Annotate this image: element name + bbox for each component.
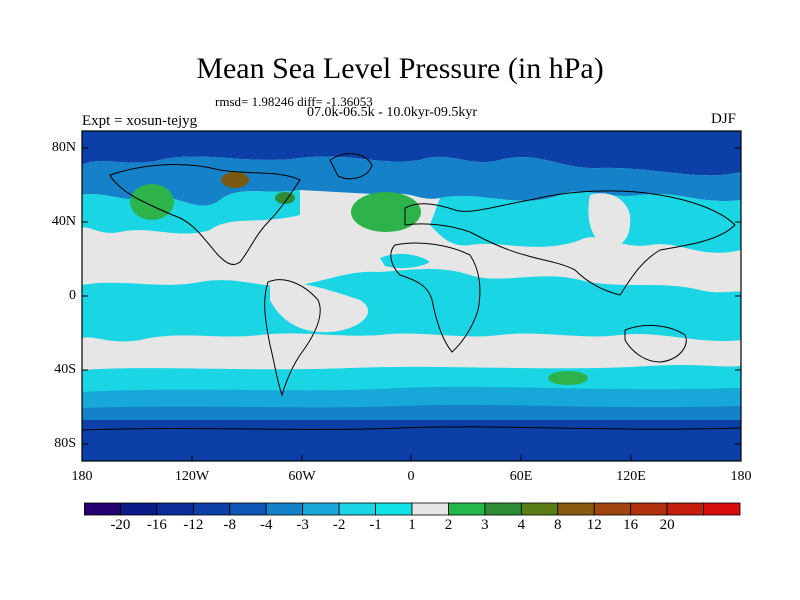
colorbar-swatch	[593, 502, 632, 516]
lat-label-80n: 80N	[51, 140, 76, 155]
colorbar-label: -12	[183, 517, 204, 533]
lat-label-80s: 80S	[54, 436, 76, 451]
colorbar-swatch	[448, 502, 486, 516]
lon-label-120w: 120W	[174, 469, 210, 484]
lat-label-0: 0	[69, 288, 76, 303]
positive-patch-north-atlantic	[351, 192, 421, 232]
colorbar-swatch	[84, 502, 121, 516]
colorbar-label: -2	[332, 517, 346, 533]
colorbar-swatch	[703, 502, 741, 516]
pressure-field	[82, 131, 741, 461]
colorbar-swatch	[120, 502, 158, 516]
lon-label-60e: 60E	[509, 469, 533, 484]
tropical-cyan-belt	[82, 268, 741, 342]
colorbar-swatch	[229, 502, 267, 516]
colorbar-label: -20	[110, 517, 131, 533]
colorbar-label: 12	[586, 517, 602, 533]
colorbar-label: 3	[481, 517, 489, 533]
colorbar-label: -16	[146, 517, 167, 533]
coastlines	[82, 153, 741, 431]
colorbar-label: 4	[517, 517, 526, 533]
colorbar-swatch	[375, 502, 413, 516]
lon-label-180w: 180	[71, 469, 93, 484]
colorbar-label: 2	[444, 517, 453, 533]
antarctic-band	[82, 420, 741, 461]
positive-patch-southern-ocean	[548, 371, 588, 385]
positive-patch-north-pacific	[130, 184, 174, 220]
colorbar-label: 20	[659, 517, 675, 533]
colorbar-swatch	[302, 502, 340, 516]
south-mid-band	[82, 404, 741, 425]
experiment-label: Expt = xosun-tejyg	[82, 113, 198, 129]
colorbar-swatch	[156, 502, 194, 516]
colorbar-swatch	[666, 502, 704, 516]
colorbar-label: 1	[408, 517, 416, 533]
lon-label-60w: 60W	[288, 469, 316, 484]
north-band-mid	[82, 156, 741, 206]
colorbar-label: 8	[554, 517, 562, 533]
north-band-dark	[82, 131, 741, 176]
lon-label-0: 0	[407, 469, 415, 484]
colorbar-swatch	[484, 502, 522, 516]
lon-label-180e: 180	[730, 469, 752, 484]
page-title: Mean Sea Level Pressure (in hPa)	[196, 52, 604, 85]
colorbar-swatch	[520, 502, 559, 516]
colorbar-swatch	[192, 502, 231, 516]
colorbar-swatch	[338, 502, 376, 516]
lat-label-40s: 40S	[54, 362, 76, 377]
positive-patch-hudson	[221, 172, 249, 188]
rmsd-diff-stats: rmsd= 1.98246 diff= -1.36053	[215, 94, 373, 109]
colorbar-swatch	[630, 502, 668, 516]
lat-label-40n: 40N	[51, 214, 76, 229]
south-america-neutral	[270, 281, 369, 333]
colorbar-swatch	[557, 502, 595, 516]
season-label: DJF	[711, 111, 737, 127]
colorbar-label: -3	[296, 517, 309, 533]
axis-ticks	[82, 147, 741, 461]
colorbar-swatch	[411, 502, 449, 516]
colorbar-label: -8	[223, 517, 237, 533]
period-label: 07.0k-06.5k - 10.0kyr-09.5kyr	[307, 105, 478, 120]
asia-neutral-patch	[588, 193, 631, 247]
lon-label-120e: 120E	[616, 469, 646, 484]
colorbar-label: 16	[623, 517, 639, 533]
colorbar-label: -1	[369, 517, 382, 533]
colorbar	[84, 502, 741, 516]
eurasia-cyan	[430, 191, 741, 253]
colorbar-swatch	[265, 502, 304, 516]
colorbar-label: -4	[259, 517, 273, 533]
